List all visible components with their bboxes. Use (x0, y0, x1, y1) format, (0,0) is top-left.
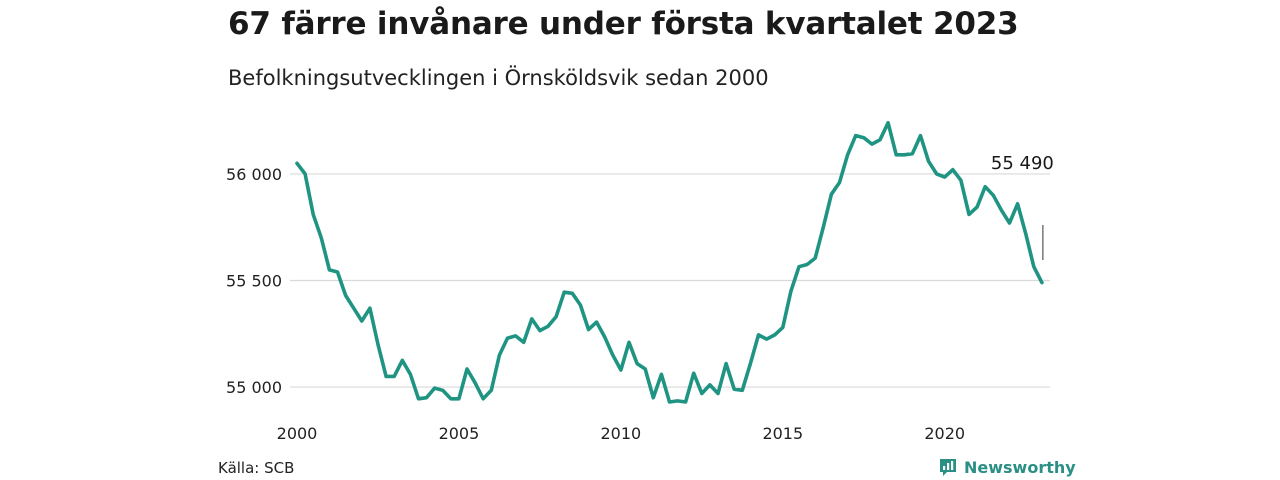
x-axis-ticks: 2000 2005 2010 2015 2020 (277, 424, 965, 443)
grid-lines (290, 173, 1050, 388)
brand[interactable]: Newsworthy (938, 456, 1076, 478)
y-tick-label: 56 000 (226, 165, 282, 184)
y-axis-ticks: 55 000 55 500 56 000 (226, 165, 282, 397)
x-tick-label: 2020 (924, 424, 965, 443)
y-tick-label: 55 000 (226, 378, 282, 397)
x-tick-label: 2005 (439, 424, 480, 443)
brand-name: Newsworthy (964, 457, 1076, 477)
last-value-label: 55 490 (991, 153, 1054, 174)
chart-title: 67 färre invånare under första kvartalet… (228, 6, 1019, 42)
x-tick-label: 2010 (601, 424, 642, 443)
population-line (295, 121, 1044, 404)
x-tick-label: 2015 (762, 424, 803, 443)
source-note: Källa: SCB (218, 459, 295, 477)
chart-subtitle: Befolkningsutvecklingen i Örnsköldsvik s… (228, 66, 769, 90)
y-tick-label: 55 500 (226, 272, 282, 291)
newsworthy-logo-icon (940, 459, 956, 476)
x-tick-label: 2000 (277, 424, 318, 443)
